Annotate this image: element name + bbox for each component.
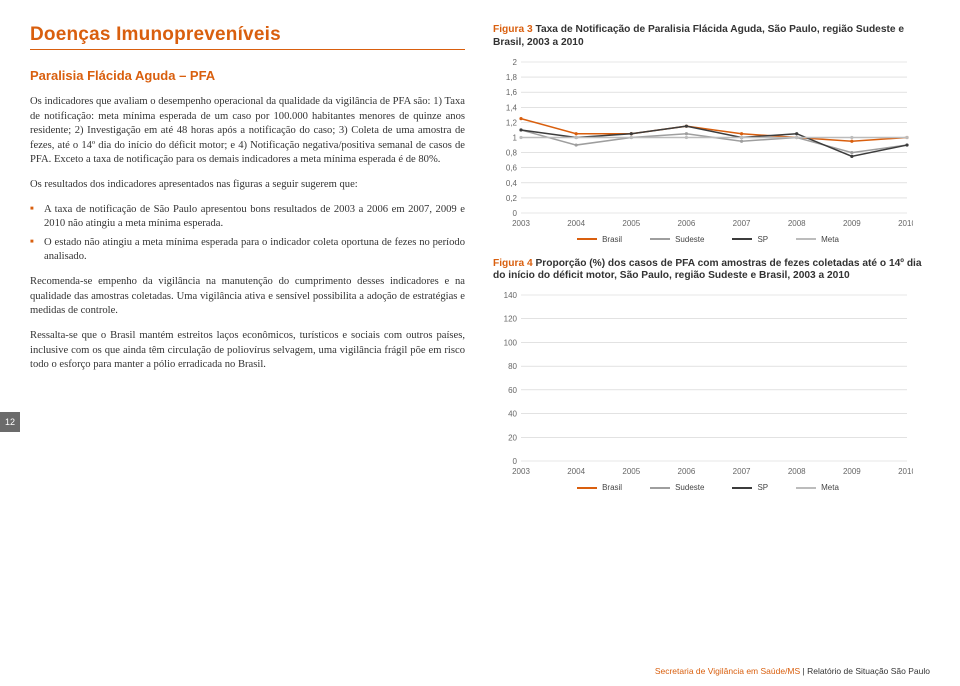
legend-label: Brasil [602,483,622,492]
page-number: 12 [0,412,20,432]
figure3-legend: Brasil Sudeste SP Meta [493,235,923,244]
svg-text:2003: 2003 [512,219,530,228]
legend-swatch [796,238,816,240]
bullet-2: O estado não atingiu a meta mínima esper… [30,236,465,265]
legend-label: Meta [821,483,839,492]
bullet-1: A taxa de notificação de São Paulo apres… [30,203,465,232]
svg-text:0,6: 0,6 [506,163,518,172]
legend-item: SP [732,483,768,492]
svg-text:1,6: 1,6 [506,88,518,97]
figure3-label: Figura 3 [493,24,533,35]
svg-text:20: 20 [508,433,517,442]
svg-text:0: 0 [513,457,518,466]
svg-text:1,2: 1,2 [506,118,518,127]
svg-text:2010: 2010 [898,467,913,476]
svg-text:2008: 2008 [788,219,806,228]
svg-text:2006: 2006 [678,219,696,228]
footer-left: Secretaria de Vigilância em Saúde/MS [655,666,800,676]
svg-text:0,8: 0,8 [506,148,518,157]
legend-item: Brasil [577,483,622,492]
legend-swatch [732,487,752,489]
legend-swatch [650,238,670,240]
legend-swatch [577,487,597,489]
figure4-title: Figura 4 Proporção (%) dos casos de PFA … [493,258,923,284]
legend-swatch [577,238,597,240]
svg-text:120: 120 [504,315,518,324]
svg-text:2010: 2010 [898,219,913,228]
legend-swatch [650,487,670,489]
svg-text:0,2: 0,2 [506,193,518,202]
svg-text:0,4: 0,4 [506,178,518,187]
footer-right: Relatório de Situação São Paulo [807,666,930,676]
figure4-label: Figura 4 [493,258,533,269]
svg-text:2008: 2008 [788,467,806,476]
figure4-legend: Brasil Sudeste SP Meta [493,483,923,492]
svg-text:1,4: 1,4 [506,103,518,112]
svg-text:140: 140 [504,291,518,300]
legend-label: Sudeste [675,483,704,492]
legend-label: SP [757,235,768,244]
legend-label: Brasil [602,235,622,244]
legend-item: SP [732,235,768,244]
svg-text:40: 40 [508,410,517,419]
figure3-chart: 0 0,2 0,4 0,6 0,8 1 1,2 1,4 1,6 1,8 2 2003 2004 2005 2… [493,56,923,244]
figure4-caption: Proporção (%) dos casos de PFA com amost… [493,258,922,282]
figure3-title: Figura 3 Taxa de Notificação de Paralisi… [493,24,923,50]
legend-swatch [796,487,816,489]
bullet-list: A taxa de notificação de São Paulo apres… [30,203,465,265]
legend-item: Brasil [577,235,622,244]
legend-label: Sudeste [675,235,704,244]
figure3-caption: Taxa de Notificação de Paralisia Flácida… [493,24,904,48]
paragraph-2: Os resultados dos indicadores apresentad… [30,178,465,193]
svg-text:1: 1 [513,133,518,142]
svg-text:0: 0 [513,209,518,218]
figure4-chart: 0 20 40 60 80 100 120 140 2003 2004 2005 2006 2007 20… [493,289,923,492]
svg-text:100: 100 [504,338,518,347]
svg-text:2004: 2004 [567,467,585,476]
legend-swatch [732,238,752,240]
svg-text:2004: 2004 [567,219,585,228]
legend-item: Meta [796,235,839,244]
topic-title: Doenças Imunopreveníveis [30,24,465,46]
svg-text:2006: 2006 [678,467,696,476]
svg-text:2007: 2007 [733,219,751,228]
svg-text:2: 2 [513,58,518,67]
legend-item: Sudeste [650,235,704,244]
legend-item: Sudeste [650,483,704,492]
legend-label: SP [757,483,768,492]
paragraph-4: Ressalta-se que o Brasil mantém estreito… [30,329,465,373]
legend-item: Meta [796,483,839,492]
topic-rule [30,49,465,50]
paragraph-3: Recomenda-se empenho da vigilância na ma… [30,275,465,319]
svg-text:2005: 2005 [622,219,640,228]
svg-text:2007: 2007 [733,467,751,476]
legend-label: Meta [821,235,839,244]
svg-text:2009: 2009 [843,219,861,228]
svg-text:80: 80 [508,362,517,371]
paragraph-1: Os indicadores que avaliam o desempenho … [30,95,465,168]
svg-text:2005: 2005 [622,467,640,476]
section-subtitle: Paralisia Flácida Aguda – PFA [30,68,465,83]
svg-text:2009: 2009 [843,467,861,476]
svg-text:2003: 2003 [512,467,530,476]
svg-text:60: 60 [508,386,517,395]
svg-text:1,8: 1,8 [506,73,518,82]
footer: Secretaria de Vigilância em Saúde/MS | R… [655,666,930,676]
